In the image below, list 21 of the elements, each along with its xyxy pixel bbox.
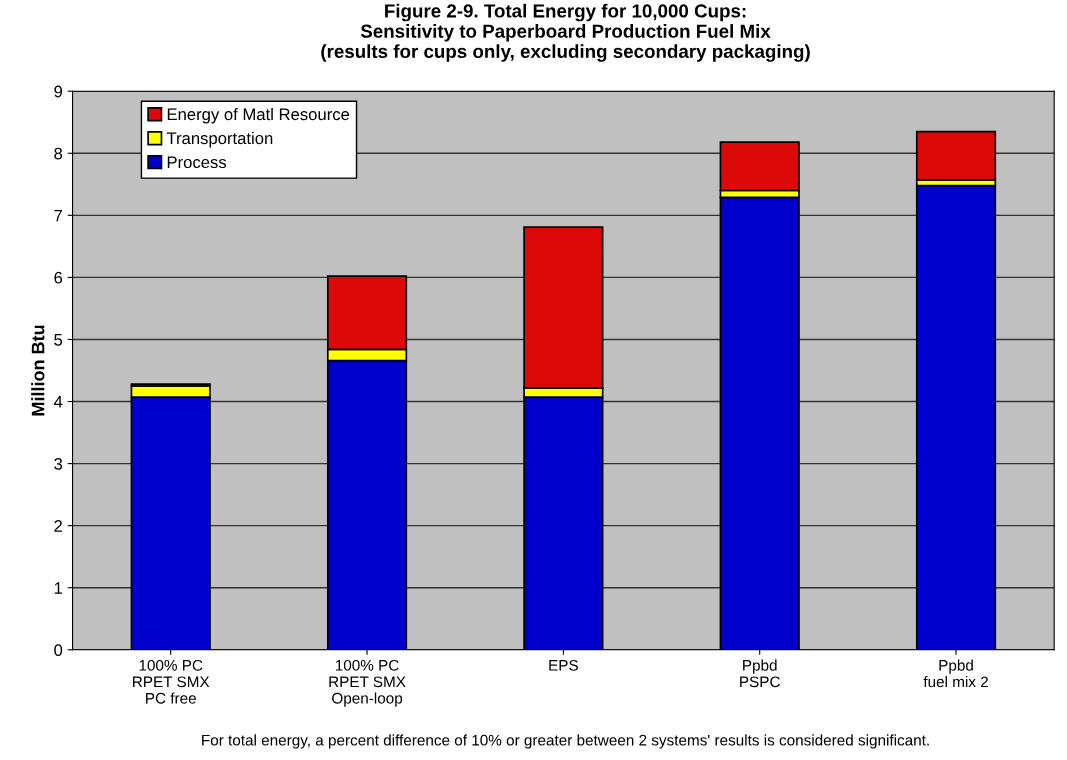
x-tick-label: Ppbd fuel mix 2 xyxy=(923,659,988,688)
y-tick-label: 3 xyxy=(54,458,63,470)
legend-label: Process xyxy=(167,156,227,169)
y-tick-label: 1 xyxy=(54,582,63,594)
y-tick-label: 0 xyxy=(54,644,63,656)
y-tick-label: 9 xyxy=(54,85,63,98)
y-axis-title: Million Btu xyxy=(31,325,45,416)
text: For total energy, a percent difference of 10% or greater between 2 systems' results is considered significant. xyxy=(202,734,929,749)
x-tick-label: EPS xyxy=(549,659,578,671)
x-tick-label: 100% PC RPET SMX PC free xyxy=(133,659,210,704)
y-tick-label: 7 xyxy=(54,209,62,222)
y-tick-label: 2 xyxy=(54,520,62,532)
y-tick-label: 6 xyxy=(54,271,63,284)
chart-title: Figure 2-9. Total Energy for 10,000 Cups: Sensitivity to Paperboard Production Fuel Mix (results for cups only, excluding secondary packaging) xyxy=(321,3,810,62)
x-tick-label: 100% PC RPET SMX Open-loop xyxy=(329,659,406,707)
x-tick-label: Ppbd PSPC xyxy=(740,659,780,688)
legend-label: Transportation xyxy=(166,131,273,148)
y-tick-label: 4 xyxy=(53,396,63,408)
y-tick-label: 8 xyxy=(54,147,63,160)
y-tick-label: 5 xyxy=(54,334,63,346)
legend-label: Energy of Matl Resource xyxy=(167,107,350,124)
